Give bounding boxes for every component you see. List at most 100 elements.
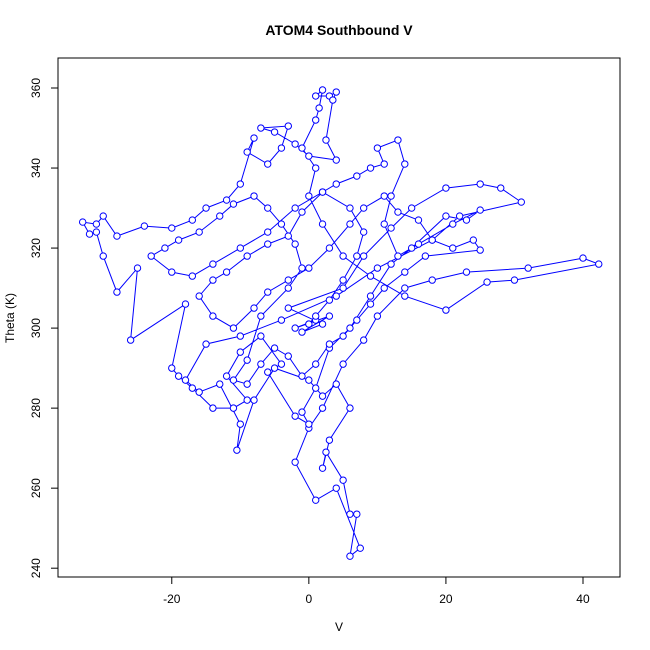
data-point	[356, 544, 364, 552]
y-tick-label: 340	[29, 158, 43, 178]
data-point	[595, 260, 603, 268]
data-point	[202, 340, 210, 348]
data-point	[222, 372, 231, 380]
data-point	[298, 264, 306, 272]
data-point	[209, 260, 217, 268]
data-point	[181, 300, 190, 308]
data-point	[291, 204, 299, 212]
data-point	[366, 164, 375, 172]
data-point	[311, 360, 320, 368]
data-point	[222, 196, 231, 204]
data-point	[284, 352, 292, 360]
data-point	[257, 312, 265, 320]
data-point	[291, 458, 299, 466]
data-point	[373, 144, 382, 152]
data-point	[305, 320, 313, 328]
data-point	[250, 396, 258, 404]
y-tick-label: 360	[29, 78, 43, 98]
data-point	[353, 252, 361, 260]
data-point	[277, 360, 286, 368]
data-point	[428, 276, 436, 284]
data-line	[81, 88, 601, 558]
data-point	[346, 204, 354, 212]
data-point	[147, 252, 155, 260]
data-point	[291, 412, 299, 420]
data-point	[394, 208, 402, 216]
data-point	[264, 228, 272, 236]
data-point	[92, 228, 101, 236]
y-axis-label: Theta (K)	[3, 293, 17, 343]
data-point	[353, 172, 361, 180]
data-point	[236, 420, 245, 428]
data-point	[524, 264, 532, 272]
data-point	[380, 284, 388, 292]
data-point	[236, 348, 245, 356]
data-point	[243, 380, 251, 388]
data-point	[243, 396, 251, 404]
data-point	[188, 272, 197, 280]
y-tick-label: 300	[29, 318, 43, 338]
data-point	[202, 204, 210, 212]
data-point	[359, 228, 368, 236]
data-point	[216, 212, 224, 220]
data-point	[305, 264, 313, 272]
data-point	[380, 160, 388, 168]
data-point	[414, 216, 423, 224]
data-point	[264, 240, 272, 248]
data-point	[401, 268, 409, 276]
data-point	[332, 292, 340, 300]
data-point	[113, 232, 121, 240]
data-point	[311, 116, 320, 124]
data-point	[366, 272, 375, 280]
data-point	[305, 420, 313, 428]
data-point	[298, 408, 306, 416]
data-point	[305, 152, 313, 160]
data-point	[284, 276, 292, 284]
data-point	[195, 292, 203, 300]
data-point	[264, 204, 272, 212]
data-point	[353, 316, 361, 324]
x-tick-label: 40	[576, 592, 590, 606]
data-point	[243, 148, 251, 156]
data-point	[325, 312, 334, 320]
data-point	[126, 336, 135, 344]
data-point	[339, 360, 347, 368]
data-point	[387, 192, 395, 200]
data-point	[270, 344, 279, 352]
data-point	[85, 230, 94, 238]
data-point	[339, 252, 347, 260]
data-point	[195, 228, 203, 236]
data-point	[311, 92, 320, 100]
data-point	[311, 496, 320, 504]
data-point	[476, 206, 484, 214]
data-point	[332, 380, 340, 388]
data-point	[195, 388, 203, 396]
data-point	[168, 364, 176, 372]
data-point	[264, 288, 272, 296]
data-point	[325, 296, 334, 304]
data-point	[209, 312, 217, 320]
data-point	[222, 268, 231, 276]
data-point	[284, 304, 292, 312]
data-point	[284, 284, 292, 292]
data-point	[346, 404, 354, 412]
data-point	[442, 212, 450, 220]
data-point	[298, 144, 306, 152]
data-point	[442, 184, 450, 192]
data-point	[318, 464, 327, 472]
data-point	[250, 134, 258, 142]
data-point	[332, 484, 340, 492]
data-point	[243, 252, 251, 260]
data-point	[318, 220, 327, 228]
data-point	[407, 244, 416, 252]
data-point	[373, 312, 382, 320]
data-point	[339, 476, 347, 484]
data-point	[291, 324, 299, 332]
data-point	[168, 268, 176, 276]
data-point	[284, 232, 292, 240]
data-point	[229, 324, 238, 332]
data-point	[517, 198, 526, 206]
data-point	[318, 404, 327, 412]
data-point	[229, 376, 238, 384]
data-point	[311, 384, 320, 392]
